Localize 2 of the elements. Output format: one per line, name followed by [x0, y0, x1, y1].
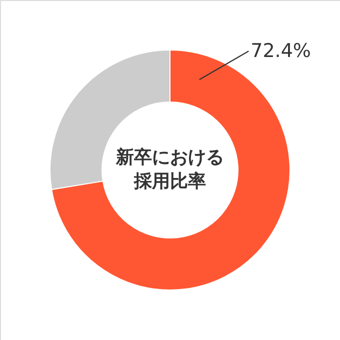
text: 新卒における採用比率: [115, 147, 224, 192]
data-label: 72.4%: [250, 40, 311, 62]
